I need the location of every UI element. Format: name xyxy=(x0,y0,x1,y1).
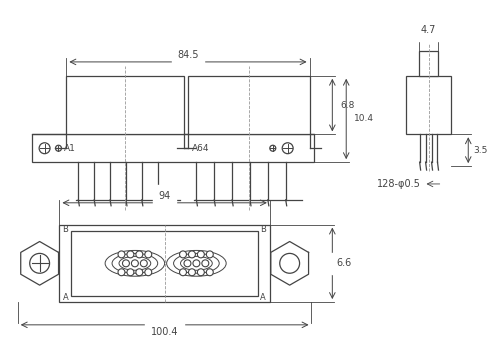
Text: 4.7: 4.7 xyxy=(421,25,436,35)
Circle shape xyxy=(184,260,191,267)
Text: A: A xyxy=(260,293,266,301)
Text: 94: 94 xyxy=(159,191,171,201)
Bar xyxy=(32,134,315,162)
Circle shape xyxy=(131,260,138,267)
Text: A: A xyxy=(62,293,68,301)
Circle shape xyxy=(136,269,143,276)
Circle shape xyxy=(140,260,147,267)
Circle shape xyxy=(189,251,196,258)
Text: 6.6: 6.6 xyxy=(336,258,352,268)
Circle shape xyxy=(127,251,134,258)
Bar xyxy=(72,231,258,296)
Circle shape xyxy=(127,269,134,276)
Circle shape xyxy=(193,260,200,267)
Text: 10.4: 10.4 xyxy=(354,114,374,124)
Circle shape xyxy=(280,253,299,273)
Text: 84.5: 84.5 xyxy=(177,50,199,60)
Circle shape xyxy=(145,251,152,258)
Text: B: B xyxy=(62,225,68,234)
Circle shape xyxy=(282,143,293,154)
Text: 3.5: 3.5 xyxy=(473,146,488,155)
Bar xyxy=(406,76,452,134)
Circle shape xyxy=(179,269,186,276)
Circle shape xyxy=(136,251,143,258)
Circle shape xyxy=(145,269,152,276)
Circle shape xyxy=(30,253,49,273)
Circle shape xyxy=(118,269,125,276)
Text: 128-φ0.5: 128-φ0.5 xyxy=(377,179,421,189)
Text: A1: A1 xyxy=(63,144,75,153)
Circle shape xyxy=(198,251,205,258)
Circle shape xyxy=(206,251,213,258)
Circle shape xyxy=(123,260,129,267)
Bar xyxy=(418,51,439,76)
Text: 6.8: 6.8 xyxy=(340,100,355,110)
Bar xyxy=(59,225,270,302)
Circle shape xyxy=(189,269,196,276)
Bar xyxy=(66,76,183,134)
Circle shape xyxy=(39,143,50,154)
Circle shape xyxy=(179,251,186,258)
Circle shape xyxy=(198,269,205,276)
Bar xyxy=(189,76,310,134)
Circle shape xyxy=(206,269,213,276)
Text: A64: A64 xyxy=(192,144,209,153)
Circle shape xyxy=(202,260,209,267)
Text: B: B xyxy=(260,225,266,234)
Circle shape xyxy=(118,251,125,258)
Text: 100.4: 100.4 xyxy=(151,327,178,337)
